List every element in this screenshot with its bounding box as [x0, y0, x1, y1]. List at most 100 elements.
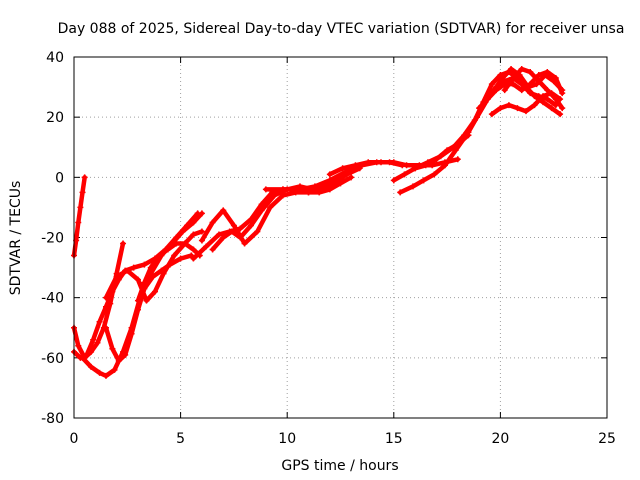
data-point [493, 87, 500, 94]
data-point [505, 102, 512, 109]
data-point [390, 177, 397, 184]
series-arc-e [102, 228, 205, 304]
data-point [403, 162, 410, 169]
data-point [531, 102, 538, 109]
x-axis-label: GPS time / hours [281, 458, 398, 474]
data-point [412, 165, 419, 172]
data-point [102, 324, 109, 331]
data-point [241, 240, 248, 247]
data-point [209, 219, 216, 226]
data-point [171, 252, 178, 259]
data-point [518, 87, 525, 94]
data-point [75, 342, 82, 349]
series-line [502, 66, 565, 111]
data-point [311, 183, 318, 190]
x-tick-label: 20 [491, 431, 509, 447]
data-point [83, 351, 90, 358]
data-point [262, 186, 269, 193]
grid-lines [74, 57, 607, 418]
data-point [557, 111, 564, 118]
data-point [335, 177, 342, 184]
y-tick-label: -20 [41, 231, 64, 247]
data-point [141, 261, 148, 268]
data-point [147, 264, 154, 271]
series-arc-g [71, 174, 88, 259]
data-point [228, 228, 235, 235]
data-point [209, 246, 216, 253]
data-point [508, 66, 515, 73]
data-point [220, 207, 227, 214]
data-point [190, 255, 197, 262]
data-point [544, 87, 551, 94]
data-point [473, 114, 480, 121]
data-point [190, 246, 197, 253]
data-point [401, 171, 408, 178]
data-point [141, 279, 148, 286]
data-point [488, 111, 495, 118]
series-line [412, 69, 563, 171]
data-point [79, 354, 86, 361]
data-point [540, 99, 547, 106]
data-point [109, 345, 116, 352]
series-line [135, 241, 203, 303]
data-point [81, 174, 88, 181]
data-point [552, 75, 559, 82]
data-point [390, 159, 397, 166]
data-point [461, 132, 468, 139]
data-point [79, 189, 86, 196]
data-point [156, 252, 163, 259]
data-point [535, 78, 542, 85]
data-point [535, 72, 542, 79]
data-point [437, 153, 444, 160]
series-arc-a [71, 240, 127, 361]
y-tick-label: -80 [41, 411, 64, 427]
data-point [254, 228, 261, 235]
data-point [134, 297, 141, 304]
data-point [409, 183, 416, 190]
data-point [522, 108, 529, 115]
data-point [177, 255, 184, 262]
x-tick-label: 15 [385, 431, 403, 447]
data-point [326, 177, 333, 184]
data-point [77, 204, 84, 211]
data-point [128, 330, 135, 337]
data-point [339, 165, 346, 172]
data-point [203, 243, 210, 250]
data-point [397, 189, 404, 196]
data-point [559, 105, 566, 112]
tick-labels: 0 5 10 15 20 25 -80 -60 -40 -20 0 20 40 [41, 50, 616, 447]
chart-title: Day 088 of 2025, Sidereal Day-to-day VTE… [58, 21, 625, 37]
data-point [488, 81, 495, 88]
data-point [75, 219, 82, 226]
data-point [544, 69, 551, 76]
data-point [501, 87, 508, 94]
data-point [441, 162, 448, 169]
data-point [527, 69, 534, 76]
y-axis-label: SDTVAR / TECUs [8, 181, 24, 296]
x-tick-label: 10 [278, 431, 296, 447]
data-point [465, 129, 472, 136]
data-point [102, 372, 109, 379]
data-point [497, 105, 504, 112]
data-point [179, 228, 186, 235]
data-point [352, 162, 359, 169]
data-point [190, 231, 197, 238]
data-point [531, 93, 538, 100]
data-point [90, 336, 97, 343]
data-point [271, 192, 278, 199]
data-point [190, 219, 197, 226]
data-point [365, 159, 372, 166]
data-point [518, 66, 525, 73]
data-point [120, 240, 127, 247]
data-point [431, 171, 438, 178]
data-point [510, 75, 517, 82]
data-point [198, 237, 205, 244]
data-point [484, 96, 491, 103]
data-point [420, 177, 427, 184]
data-point [102, 303, 109, 310]
data-point [220, 234, 227, 241]
data-point [348, 174, 355, 181]
data-point [450, 144, 457, 151]
x-tick-label: 25 [598, 431, 616, 447]
data-point [94, 339, 101, 346]
